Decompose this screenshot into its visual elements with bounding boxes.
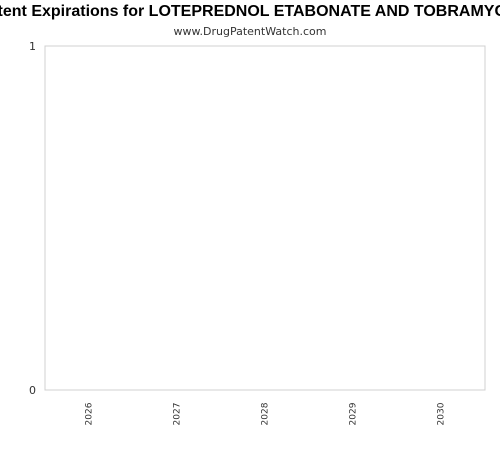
x-axis: 2026 2027 2028 2029 2030 — [85, 402, 447, 425]
chart-subtitle: www.DrugPatentWatch.com — [173, 25, 327, 38]
plot-area — [44, 45, 486, 391]
x-tick-label: 2028 — [261, 402, 271, 425]
x-tick-label: 2026 — [85, 402, 95, 425]
x-tick-label: 2030 — [437, 402, 447, 425]
x-tick-label: 2027 — [173, 403, 183, 426]
y-axis: 01 — [29, 40, 36, 397]
y-tick-label: 1 — [29, 40, 36, 53]
chart-title: Patent Expirations for LOTEPREDNOL ETABO… — [0, 3, 500, 20]
y-tick-label: 0 — [29, 384, 36, 397]
x-tick-label: 2029 — [349, 402, 359, 425]
